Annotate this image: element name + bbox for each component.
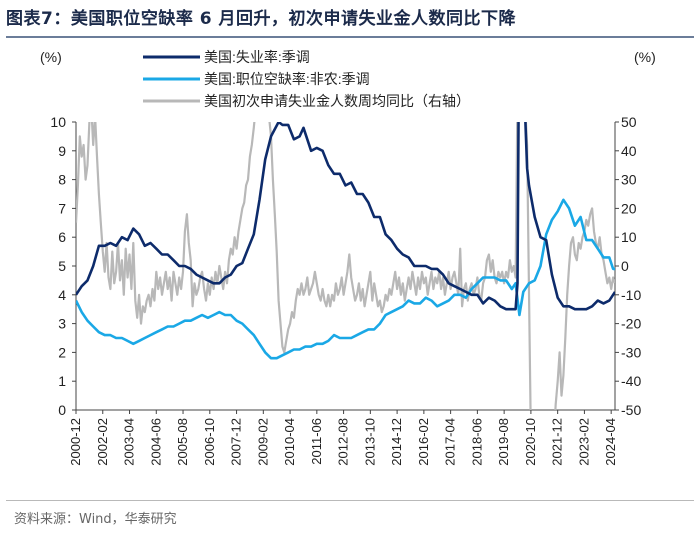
x-tick-label: 2011-06 [309,418,324,465]
x-tick-label: 2005-08 [175,418,190,466]
left-tick-label: 9 [58,143,66,159]
axes: 0 1 2 3 4 5 6 7 8 9 10 -50 -40 -30 -20 -10 0 10 20 30 40 50 20… [50,114,641,466]
x-tick-label: 2007-12 [229,418,244,466]
x-tick-label: 2021-12 [550,418,565,466]
right-tick-label: 10 [621,229,637,245]
left-tick-label: 4 [58,287,66,303]
right-tick-label: -40 [621,373,641,389]
legend-label-vacancy: 美国:职位空缺率:非农:季调 [204,71,370,87]
right-tick-label: 0 [621,258,629,274]
x-tick-label: 2006-10 [202,418,217,466]
x-tick-label: 2012-08 [336,418,351,466]
x-tick-label: 2003-04 [122,418,137,466]
legend: 美国:失业率:季调美国:职位空缺率:非农:季调美国初次申请失业金人数周均同比（右… [143,49,470,109]
right-tick-label: 20 [621,200,637,216]
left-tick-label: 5 [58,258,66,274]
x-tick-label: 2018-06 [469,418,484,466]
x-tick-label: 2024-04 [603,418,618,466]
right-axis-unit: (%) [634,49,656,65]
legend-label-claims: 美国初次申请失业金人数周均同比（右轴） [204,93,470,109]
left-axis-unit: (%) [40,49,62,65]
x-tick-label: 2009-02 [255,418,270,466]
series-line-unemployment [76,122,615,311]
x-tick-label: 2013-10 [362,418,377,466]
figure-title: 图表7：美国职位空缺率 6 月回升，初次申请失业金人数同比下降 [6,9,516,29]
right-tick-label: 40 [621,143,637,159]
right-tick-label: -30 [621,344,641,360]
left-tick-label: 8 [58,172,66,188]
source-note: 资料来源：Wind，华泰研究 [14,512,177,527]
series-line-claims [76,122,615,410]
x-tick-label: 2017-04 [443,418,458,466]
x-tick-label: 2020-10 [523,418,538,466]
chart: (%) (%) 美国:失业率:季调美国:职位空缺率:非农:季调美国初次申请失业金… [40,49,656,466]
right-tick-label: -10 [621,287,641,303]
x-tick-label: 2002-02 [95,418,110,466]
right-tick-label: -50 [621,402,641,418]
x-tick-label: 2014-12 [389,418,404,466]
left-tick-label: 1 [58,373,66,389]
left-tick-label: 10 [50,114,66,130]
left-tick-label: 7 [58,200,66,216]
series-group [76,122,615,410]
left-tick-label: 0 [58,402,66,418]
left-tick-label: 3 [58,316,66,332]
x-tick-label: 2023-02 [576,418,591,466]
title-divider [6,36,694,38]
series-line-vacancy [76,198,615,360]
x-tick-label: 2016-02 [416,418,431,466]
x-tick-label: 2004-06 [148,418,163,466]
x-tick-label: 2000-12 [68,418,83,466]
footer-divider [6,500,694,501]
left-tick-label: 6 [58,229,66,245]
right-tick-label: 50 [621,114,637,130]
legend-label-unemployment: 美国:失业率:季调 [204,49,310,65]
right-tick-label: 30 [621,172,637,188]
x-tick-label: 2019-08 [496,418,511,466]
right-tick-label: -20 [621,316,641,332]
left-tick-label: 2 [58,344,66,360]
x-tick-label: 2010-04 [282,418,297,466]
